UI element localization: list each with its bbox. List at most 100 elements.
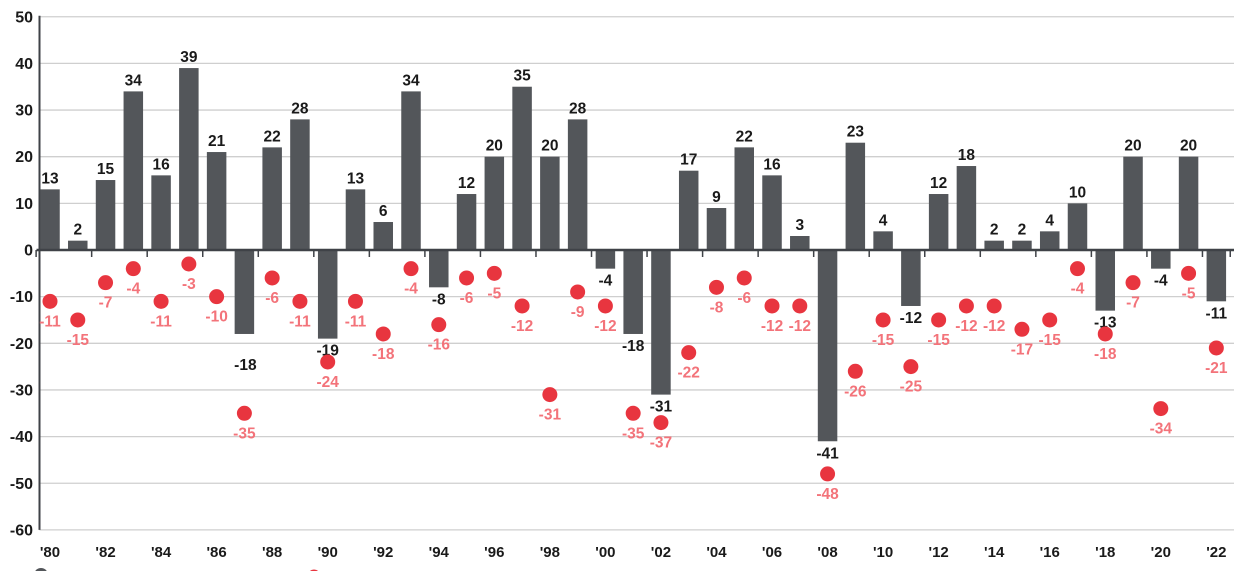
dot-label-1980: -11 (39, 313, 61, 330)
dot-label-1998: -31 (539, 407, 562, 424)
bar-2019 (1123, 156, 1143, 250)
bar-label-2007: 3 (795, 217, 804, 234)
bar-2002 (651, 250, 671, 395)
dot-label-2014: -12 (983, 318, 1005, 335)
dot-1988 (264, 270, 280, 286)
dot-1987 (236, 405, 252, 421)
bar-label-1984: 16 (152, 156, 170, 173)
bar-2000 (595, 250, 616, 269)
dot-label-2005: -6 (737, 290, 751, 307)
bar-2021 (1178, 156, 1199, 250)
dot-2019 (1125, 275, 1141, 291)
bar-1999 (567, 119, 588, 250)
bar-label-2012: 12 (930, 175, 947, 192)
y-tick-label-20: 20 (15, 149, 33, 166)
y-tick-label-10: 10 (15, 196, 33, 213)
bar-1996 (484, 156, 505, 250)
x-tick-label-06: '06 (762, 544, 782, 561)
dot-2018 (1097, 326, 1113, 342)
dot-label-2019: -7 (1126, 295, 1140, 312)
dot-label-2015: -17 (1011, 341, 1033, 358)
bar-1986 (206, 152, 227, 250)
bar-label-2000: -4 (599, 273, 613, 290)
dot-2001 (625, 405, 641, 421)
bar-1982 (95, 180, 116, 250)
bar-label-2008: -41 (816, 445, 839, 462)
bar-label-1999: 28 (569, 100, 587, 117)
bar-label-2020: -4 (1154, 273, 1168, 290)
bar-label-2014: 2 (990, 222, 999, 239)
dot-label-1989: -11 (289, 313, 311, 330)
bar-label-2017: 10 (1069, 184, 1086, 201)
dot-1982 (98, 275, 114, 291)
bar-2010 (873, 231, 893, 250)
bar-1989 (290, 119, 310, 250)
x-tick-label-92: '92 (373, 544, 393, 561)
dot-label-1999: -9 (571, 304, 585, 321)
bar-2011 (901, 250, 921, 306)
dot-1998 (542, 387, 558, 403)
bar-1984 (151, 175, 171, 250)
y-tick-label--40: -40 (10, 429, 33, 446)
bar-2001 (623, 250, 643, 334)
dot-label-2021: -5 (1182, 285, 1196, 302)
bar-label-2010: 4 (879, 212, 888, 229)
dot-label-1987: -35 (233, 425, 256, 442)
dot-2006 (764, 298, 780, 314)
bar-label-2019: 20 (1124, 138, 1141, 155)
bar-label-1992: 6 (379, 203, 388, 220)
bar-2020 (1151, 250, 1171, 269)
x-tick-label-86: '86 (206, 544, 226, 561)
bar-label-1998: 20 (541, 138, 558, 155)
y-tick-label-40: 40 (15, 56, 33, 73)
bar-1993 (401, 91, 421, 250)
x-tick-label-18: '18 (1095, 544, 1115, 561)
dot-1991 (347, 293, 363, 309)
dot-label-2002: -37 (650, 435, 672, 452)
dot-2000 (597, 298, 613, 314)
legend-return-series-marker (35, 568, 47, 571)
bar-label-2006: 16 (763, 156, 781, 173)
bar-2012 (928, 194, 949, 250)
y-tick-label--60: -60 (10, 522, 33, 539)
bar-1980 (40, 189, 60, 250)
bar-label-2018: -13 (1094, 315, 1117, 332)
dot-2022 (1208, 340, 1224, 356)
y-tick-label-30: 30 (15, 103, 33, 120)
bar-2004 (706, 208, 727, 250)
bar-1983 (123, 91, 144, 250)
dot-1996 (486, 265, 502, 281)
dot-label-2009: -26 (844, 383, 867, 400)
bar-label-1995: 12 (458, 175, 475, 192)
dot-1994 (431, 317, 447, 333)
bar-1997 (512, 86, 532, 250)
dot-label-2016: -15 (1039, 332, 1062, 349)
x-tick-label-20: '20 (1151, 544, 1171, 561)
dot-1985 (181, 256, 197, 272)
bar-1994 (429, 250, 449, 288)
dot-1992 (375, 326, 391, 342)
bar-2013 (956, 166, 977, 250)
dot-1990 (320, 354, 336, 370)
x-tick-label-00: '00 (595, 544, 615, 561)
bar-label-2002: -31 (650, 399, 673, 416)
dot-label-1986: -10 (205, 309, 227, 326)
dot-1993 (403, 261, 419, 277)
y-tick-label--20: -20 (10, 336, 33, 353)
bar-label-2005: 22 (736, 128, 753, 145)
x-tick-label-08: '08 (817, 544, 837, 561)
dot-label-1992: -18 (372, 346, 395, 363)
x-tick-label-82: '82 (95, 544, 115, 561)
dot-1989 (292, 293, 308, 309)
bar-label-1991: 13 (347, 170, 365, 187)
dot-2011 (903, 359, 919, 375)
bar-2017 (1067, 203, 1088, 250)
dot-2016 (1042, 312, 1058, 328)
bar-2016 (1039, 231, 1060, 250)
dot-label-1995: -6 (460, 290, 474, 307)
bar-1988 (262, 147, 282, 250)
dot-1986 (209, 289, 225, 305)
bar-label-2013: 18 (958, 147, 976, 164)
